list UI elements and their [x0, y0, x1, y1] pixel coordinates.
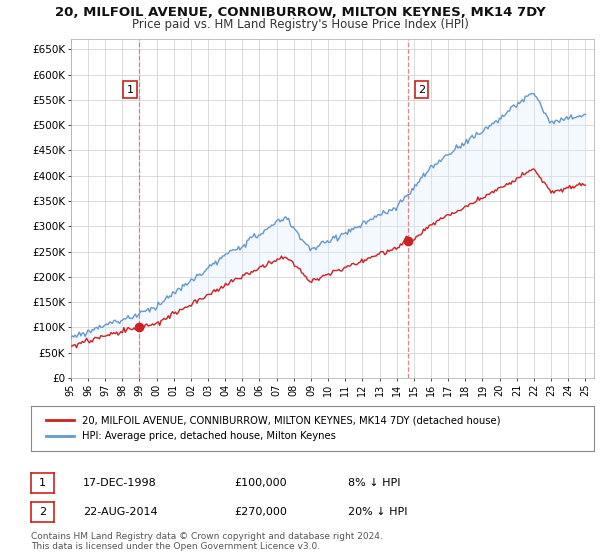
- Text: 2: 2: [418, 85, 425, 95]
- Text: £270,000: £270,000: [234, 507, 287, 517]
- Text: Contains HM Land Registry data © Crown copyright and database right 2024.
This d: Contains HM Land Registry data © Crown c…: [31, 532, 383, 552]
- Legend: 20, MILFOIL AVENUE, CONNIBURROW, MILTON KEYNES, MK14 7DY (detached house), HPI: : 20, MILFOIL AVENUE, CONNIBURROW, MILTON …: [42, 412, 505, 445]
- Text: 22-AUG-2014: 22-AUG-2014: [83, 507, 157, 517]
- Text: 20, MILFOIL AVENUE, CONNIBURROW, MILTON KEYNES, MK14 7DY: 20, MILFOIL AVENUE, CONNIBURROW, MILTON …: [55, 6, 545, 18]
- Text: 1: 1: [127, 85, 134, 95]
- Text: 20% ↓ HPI: 20% ↓ HPI: [348, 507, 407, 517]
- Text: Price paid vs. HM Land Registry's House Price Index (HPI): Price paid vs. HM Land Registry's House …: [131, 18, 469, 31]
- Text: 2: 2: [39, 507, 46, 517]
- Text: 1: 1: [39, 478, 46, 488]
- Text: £100,000: £100,000: [234, 478, 287, 488]
- Text: 17-DEC-1998: 17-DEC-1998: [83, 478, 157, 488]
- Text: 8% ↓ HPI: 8% ↓ HPI: [348, 478, 401, 488]
